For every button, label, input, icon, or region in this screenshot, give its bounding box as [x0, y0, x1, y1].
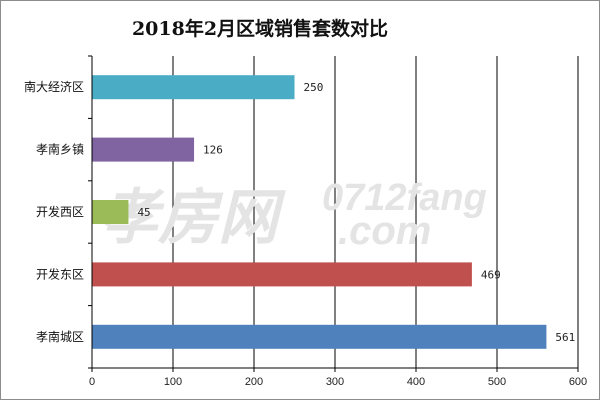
data-label: 561	[555, 331, 575, 344]
labels: 0 100 200 300 400 500 600 南大经济区 250 孝南乡镇 126 开发西区 45…	[24, 79, 587, 388]
category-label: 孝南乡镇	[36, 142, 84, 157]
bar	[92, 75, 295, 100]
bar	[92, 262, 472, 287]
x-tick-label: 100	[164, 376, 182, 388]
gridlines	[172, 56, 579, 368]
bar	[92, 324, 547, 349]
watermark-text: 0712fang	[322, 177, 487, 219]
data-label: 250	[304, 81, 324, 94]
watermark-text: 孝房网	[98, 184, 286, 251]
bars	[92, 75, 547, 349]
watermark: 孝房网 0712fang.com	[98, 177, 487, 253]
bar	[92, 200, 129, 224]
axes	[88, 55, 579, 372]
x-tick-label: 300	[326, 376, 344, 388]
watermark-text: .com	[338, 209, 431, 253]
x-tick-label: 0	[89, 376, 95, 388]
chart-title: 2018年2月区域销售套数对比	[131, 18, 389, 40]
x-tick-label: 500	[488, 376, 506, 388]
data-label: 469	[481, 268, 501, 281]
category-label: 开发东区	[36, 266, 84, 281]
x-tick-label: 200	[245, 376, 263, 388]
bar	[92, 137, 195, 162]
x-tick-label: 400	[407, 376, 425, 388]
x-tick-label: 600	[569, 376, 587, 388]
category-label: 开发西区	[36, 204, 84, 219]
data-label: 45	[137, 206, 150, 219]
category-label: 南大经济区	[24, 79, 84, 94]
data-label: 126	[203, 144, 223, 157]
category-label: 孝南城区	[36, 329, 84, 344]
